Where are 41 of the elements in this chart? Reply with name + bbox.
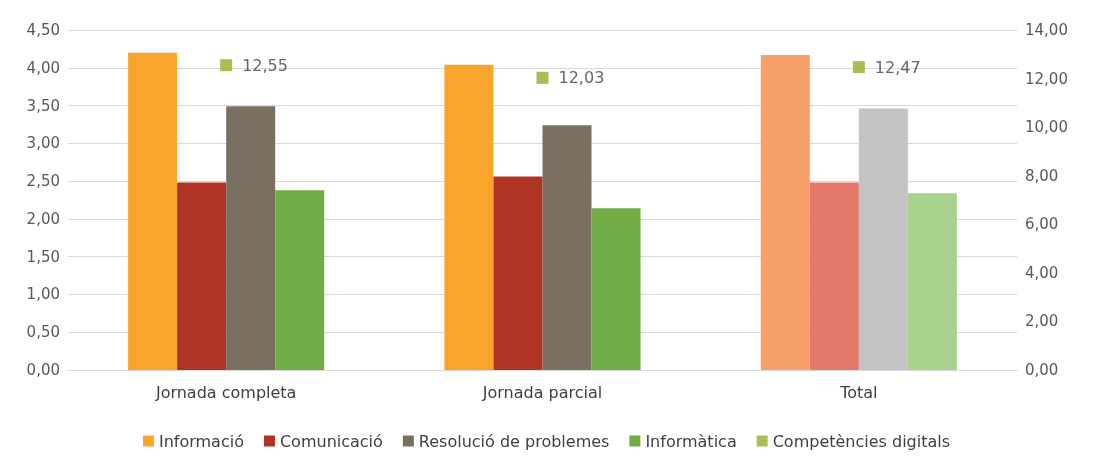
x-tick-label: Total	[839, 382, 878, 402]
y-tick-label: 3,00	[26, 134, 60, 153]
y2-tick-label: 4,00	[1025, 263, 1059, 282]
y-tick-label: 4,50	[26, 21, 60, 39]
bar	[858, 108, 908, 370]
legend-label: Informació	[158, 431, 244, 451]
bar	[760, 54, 810, 370]
bar	[275, 190, 325, 370]
bar	[907, 193, 957, 370]
y2-tick-label: 6,00	[1025, 215, 1059, 234]
y-tick-label: 1,00	[26, 285, 60, 304]
y2-tick-label: 12,00	[1025, 69, 1068, 88]
y2-tick-label: 10,00	[1025, 118, 1068, 137]
y-tick-label: 4,00	[26, 58, 60, 77]
y-tick-label: 1,50	[26, 247, 60, 266]
bar	[493, 176, 543, 370]
bar	[542, 125, 592, 370]
y2-tick-label: 0,00	[1025, 361, 1059, 379]
legend-label: Resolució de problemes	[418, 431, 610, 451]
bar	[177, 182, 227, 370]
bar	[444, 64, 494, 370]
x-tick-label: Jornada completa	[154, 382, 297, 402]
y-tick-label: 2,00	[26, 209, 60, 228]
legend-label: Comunicació	[279, 431, 383, 451]
y-tick-label: 0,50	[26, 323, 60, 342]
y2-tick-label: 14,00	[1025, 21, 1068, 39]
bar	[591, 208, 641, 370]
data-label: 12,03	[558, 68, 605, 88]
legend-label: Informàtica	[645, 431, 737, 451]
bar	[128, 52, 178, 370]
y2-tick-label: 2,00	[1025, 312, 1059, 331]
x-tick-label: Jornada parcial	[481, 382, 603, 402]
y-tick-label: 2,50	[26, 172, 60, 191]
bar	[809, 182, 859, 370]
data-label: 12,55	[242, 55, 288, 75]
y-tick-label: 3,50	[26, 96, 60, 115]
bar	[226, 106, 276, 370]
y-tick-label: 0,00	[26, 361, 60, 379]
legend-label: Competències digitals	[772, 431, 951, 451]
y2-tick-label: 8,00	[1025, 166, 1059, 185]
data-label: 12,47	[874, 57, 921, 77]
